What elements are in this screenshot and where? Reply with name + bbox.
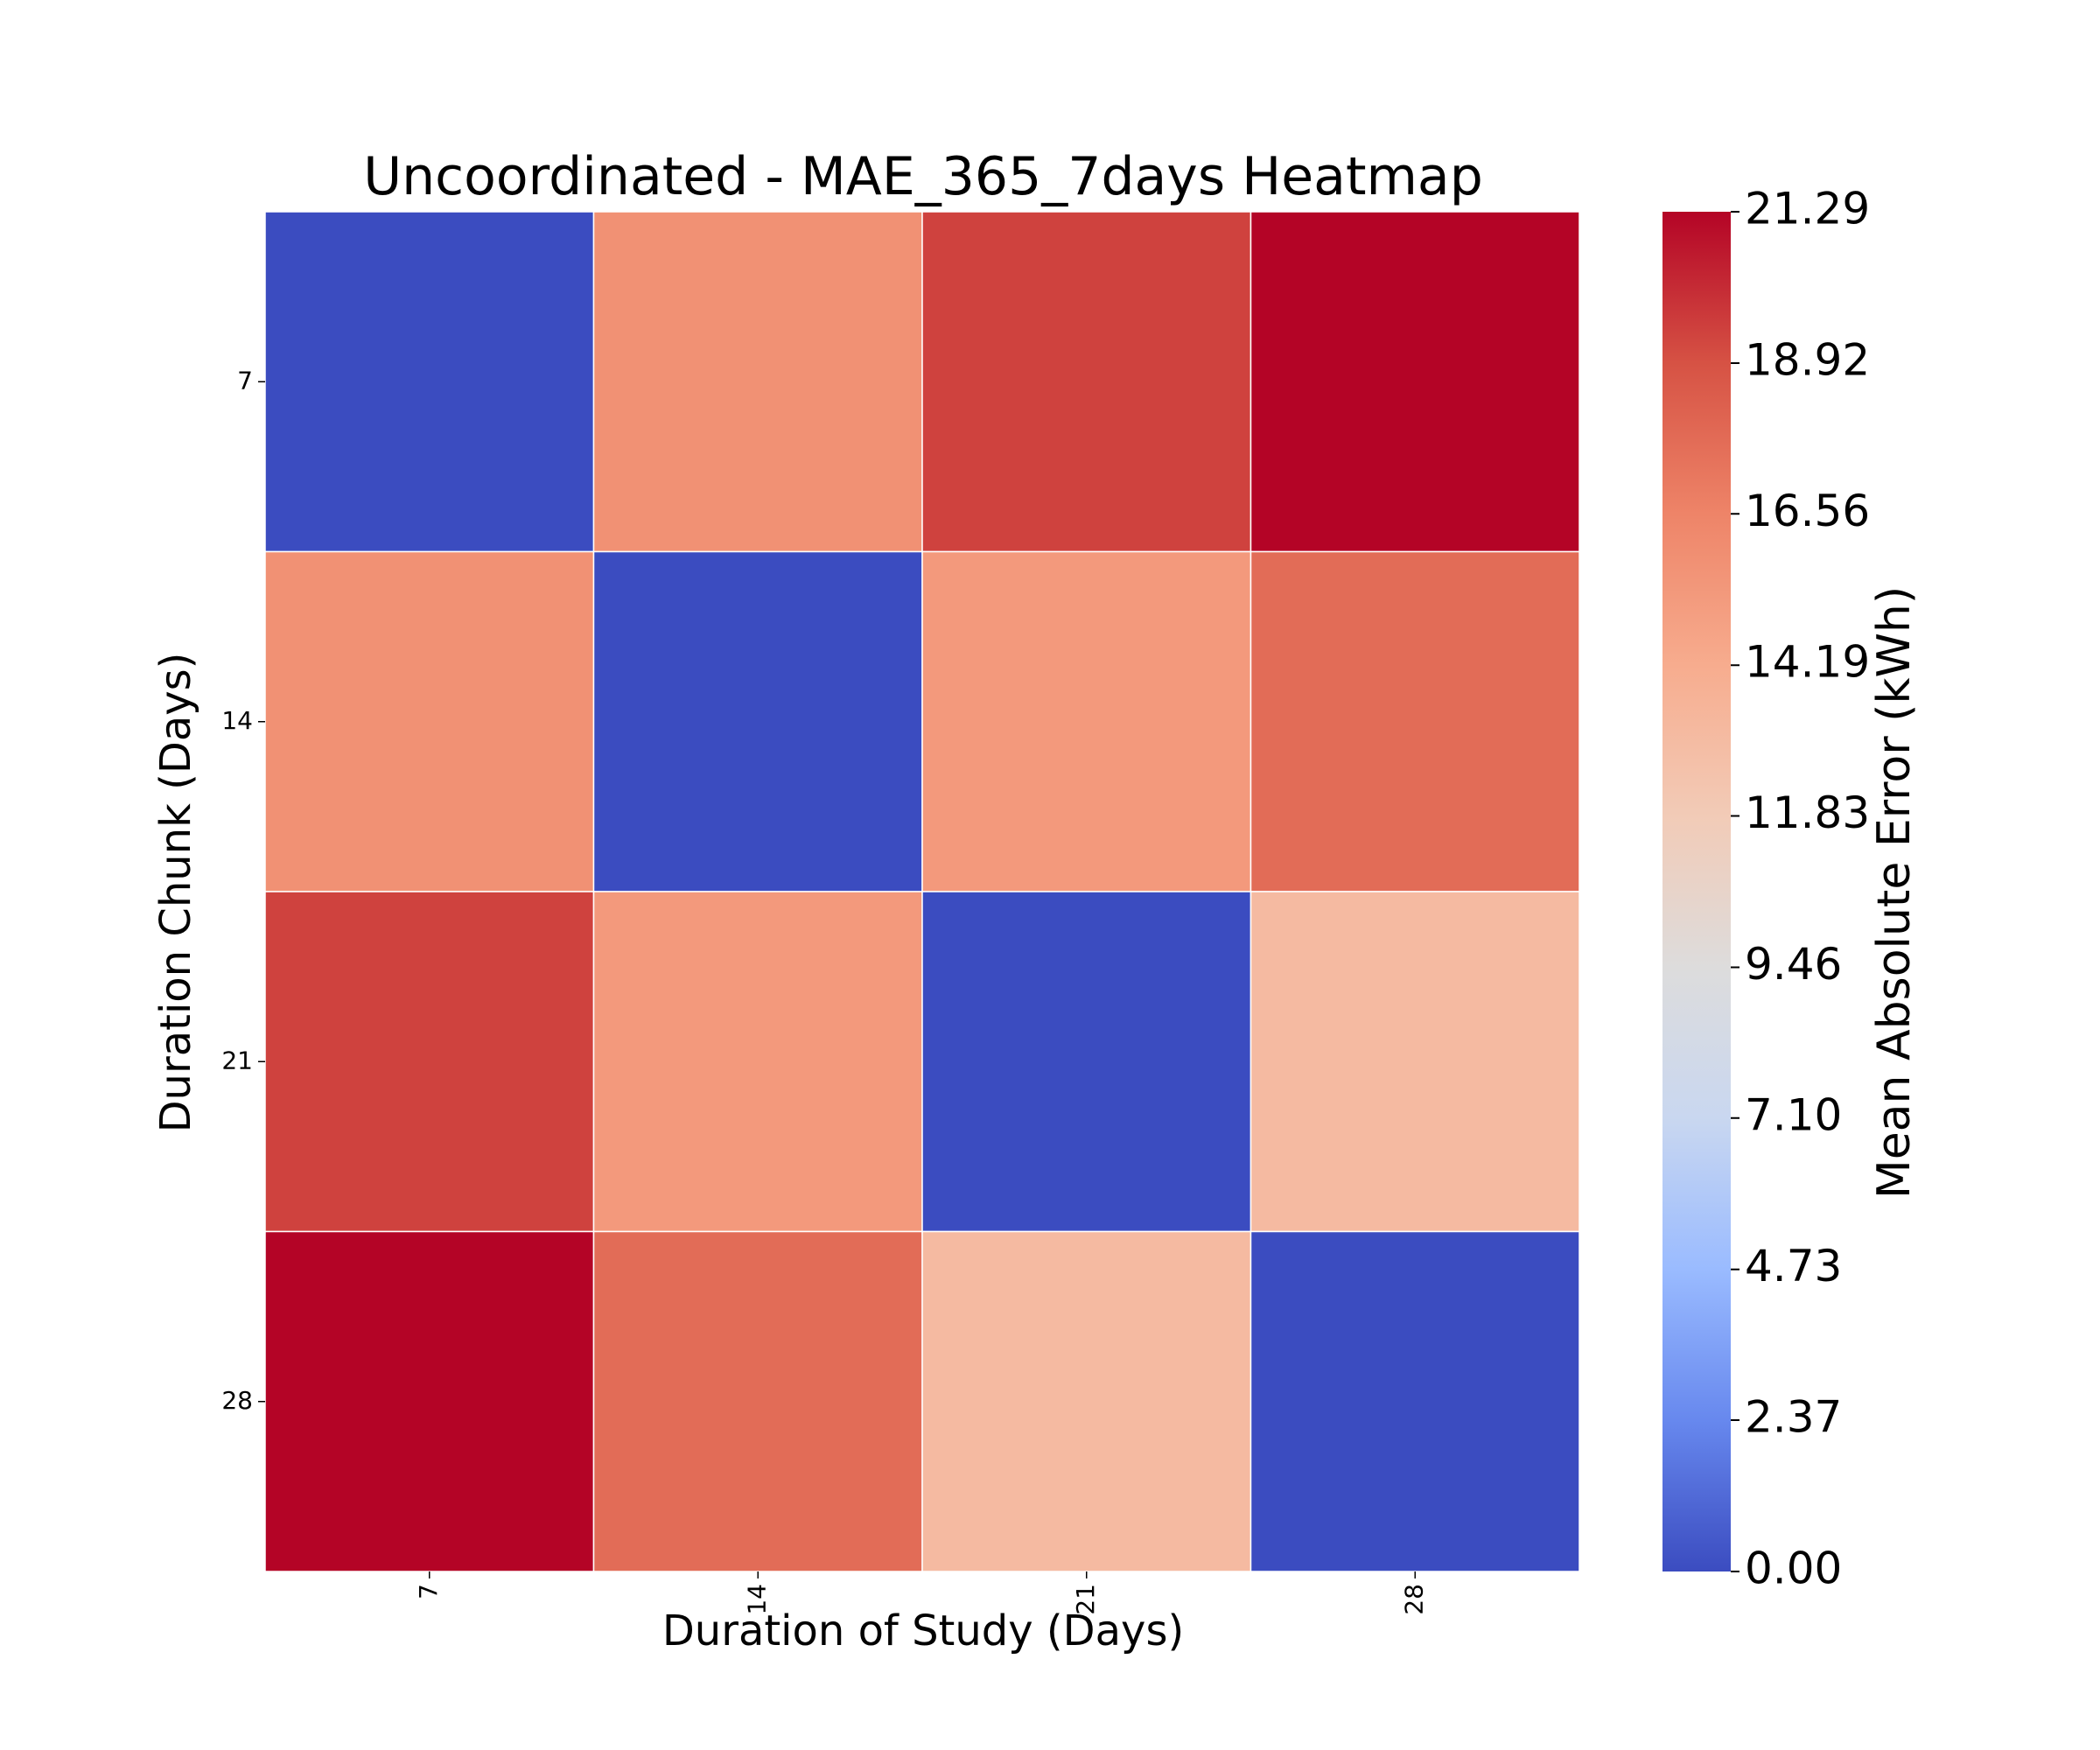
y-tick-label: 28 <box>221 1386 253 1415</box>
x-tick-label: 14 <box>742 1584 771 1615</box>
heatmap-cell-r14-c7 <box>264 550 595 892</box>
heatmap-cell-r28-c7 <box>264 1230 595 1572</box>
x-tick-label: 21 <box>1071 1584 1100 1615</box>
colorbar-label: Mean Absolute Error (kWh) <box>1868 586 1921 1199</box>
colorbar-tick-label: 18.92 <box>1745 334 1870 385</box>
y-tick-label: 21 <box>221 1046 253 1074</box>
colorbar-tick-label: 2.37 <box>1745 1392 1842 1443</box>
colorbar: 0.00 2.37 4.73 7.10 9.46 11.83 14.19 16.56 18.92… <box>1662 184 1870 1594</box>
heatmap-cell-r14-c28 <box>1250 550 1580 892</box>
colorbar-tick-label: 11.83 <box>1745 788 1870 838</box>
colorbar-tick-label: 21.29 <box>1745 184 1870 234</box>
heatmap-cell-r14-c21 <box>921 550 1252 892</box>
colorbar-tick-label: 9.46 <box>1745 939 1842 990</box>
colorbar-tick-label: 7.10 <box>1745 1089 1842 1140</box>
colorbar-gradient <box>1662 212 1731 1572</box>
heatmap-cell-r21-c28 <box>1250 891 1580 1233</box>
x-axis-ticks: 7 14 21 28 <box>414 1572 1428 1615</box>
heatmap-cell-r21-c21 <box>921 891 1252 1233</box>
heatmap-cells <box>264 211 1580 1572</box>
chart-title: Uncoordinated - MAE_365_7days Heatmap <box>363 146 1483 207</box>
heatmap-cell-r28-c14 <box>592 1230 923 1572</box>
colorbar-tick-label: 14.19 <box>1745 637 1870 688</box>
heatmap-cell-r14-c14 <box>592 550 923 892</box>
x-tick-label: 28 <box>1399 1584 1428 1615</box>
y-axis-label: Duration Chunk (Days) <box>151 653 200 1133</box>
heatmap-cell-r7-c7 <box>264 211 595 553</box>
heatmap-cell-r28-c21 <box>921 1230 1252 1572</box>
heatmap-cell-r7-c21 <box>921 211 1252 553</box>
heatmap-cell-r7-c14 <box>592 211 923 553</box>
heatmap-cell-r28-c28 <box>1250 1230 1580 1572</box>
heatmap-cell-r21-c14 <box>592 891 923 1233</box>
colorbar-tick-label: 0.00 <box>1745 1544 1842 1594</box>
y-tick-label: 7 <box>237 366 253 395</box>
colorbar-tick-label: 4.73 <box>1745 1241 1842 1292</box>
heatmap-cell-r21-c7 <box>264 891 595 1233</box>
colorbar-ticks: 0.00 2.37 4.73 7.10 9.46 11.83 14.19 16.56 18.92… <box>1731 184 1870 1594</box>
x-axis-label: Duration of Study (Days) <box>662 1606 1184 1656</box>
y-tick-label: 14 <box>221 706 253 735</box>
heatmap-cell-r7-c28 <box>1250 211 1580 553</box>
y-axis-ticks: 7 14 21 28 <box>221 366 265 1415</box>
x-tick-label: 7 <box>414 1584 443 1600</box>
colorbar-tick-label: 16.56 <box>1745 486 1870 536</box>
